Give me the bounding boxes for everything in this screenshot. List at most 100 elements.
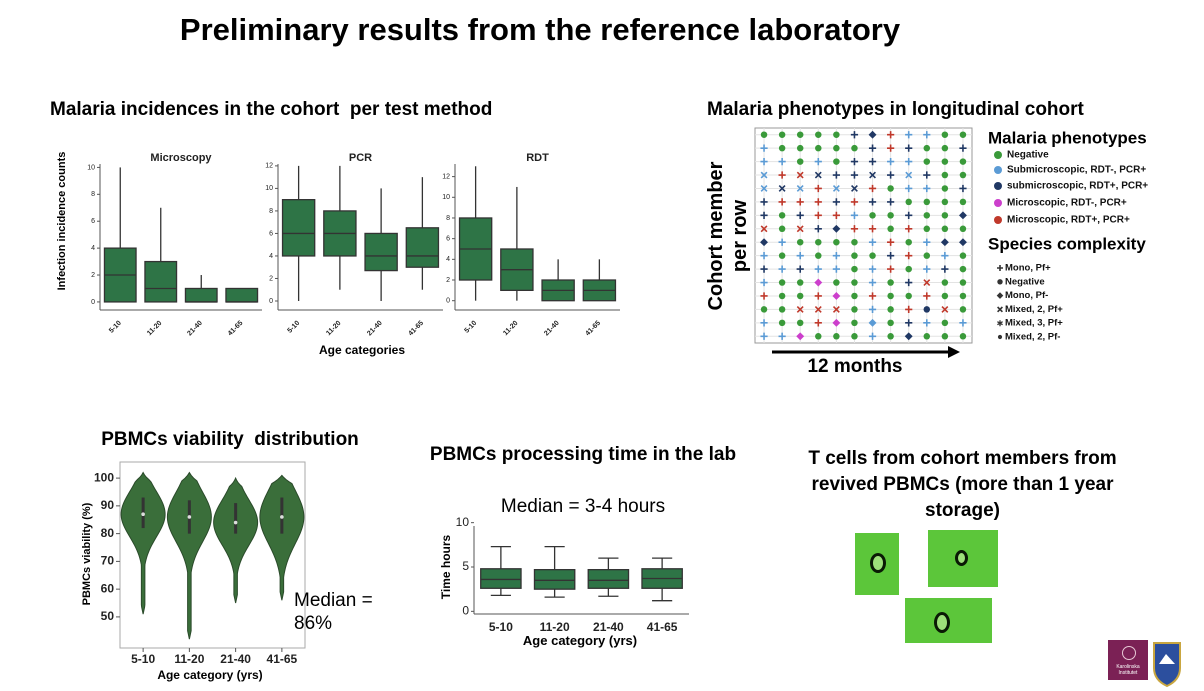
x-tick-label: 21-40	[220, 652, 251, 666]
phenotype-mark	[959, 319, 967, 327]
x-axis-label: Age category (yrs)	[522, 633, 638, 648]
box	[144, 260, 178, 303]
phenotype-mark	[815, 238, 822, 246]
phenotype-mark	[887, 185, 894, 192]
y-tick-label: 10	[265, 185, 273, 192]
phenotype-mark	[796, 185, 804, 192]
phenotype-mark	[796, 144, 804, 152]
phenotype-mark	[760, 144, 768, 152]
phenotype-mark	[832, 252, 840, 260]
phenotype-mark	[796, 279, 804, 286]
phenotype-mark	[923, 292, 931, 300]
phenotype-mark	[923, 238, 931, 246]
phenotype-mark	[778, 306, 786, 313]
phenotype-mark	[760, 292, 768, 300]
phenotype-mark	[887, 333, 894, 340]
phenotype-mark	[833, 158, 840, 165]
x-tick-label: 5-10	[463, 320, 478, 335]
cell	[955, 550, 968, 566]
x-tick-label: 11-20	[540, 620, 570, 634]
phenotype-mark	[905, 131, 913, 139]
phenotype-mark	[923, 225, 931, 233]
phenotype-mark	[851, 319, 858, 327]
phenotype-mark	[760, 238, 769, 247]
phenotype-mark	[923, 131, 931, 139]
phenotype-mark	[833, 131, 840, 138]
phenotype-mark	[905, 305, 913, 314]
y-tick-label: 90	[101, 498, 115, 512]
phenotype-mark	[959, 279, 967, 286]
legend-title: Malaria phenotypes	[988, 128, 1147, 147]
y-tick-label: 80	[101, 526, 115, 540]
legend-label: submicroscopic, RDT+, PCR+	[1007, 181, 1148, 192]
y-tick-label: 12	[265, 163, 273, 170]
phenotype-mark	[941, 212, 949, 219]
phenotype-mark	[887, 252, 895, 260]
y-axis-label: Cohort member per row	[705, 161, 751, 311]
phenotype-mark	[905, 238, 912, 246]
box	[587, 569, 630, 589]
phenotype-mark	[851, 238, 858, 246]
cell	[934, 612, 950, 633]
section-title: T cells from cohort members from revived…	[808, 448, 1117, 521]
logo-text: Karolinska Institutet	[1116, 664, 1140, 676]
phenotype-mark	[905, 278, 913, 287]
legend-label: Mixed, 2, Pf-	[1005, 332, 1060, 343]
cell-image	[928, 530, 998, 587]
phenotype-mark	[923, 333, 931, 340]
y-tick-label: 10	[87, 164, 95, 171]
box	[533, 569, 576, 590]
x-tick-label: 5-10	[286, 320, 301, 335]
violin	[259, 474, 305, 601]
y-tick-label: 10	[442, 194, 450, 201]
phenotype-mark	[778, 131, 786, 138]
y-tick-label: 8	[446, 215, 450, 222]
legend-title: Species complexity	[988, 234, 1146, 253]
phenotype-mark	[923, 265, 931, 273]
phenotype-mark	[796, 211, 804, 219]
phenotype-mark	[887, 171, 895, 179]
phenotype-mark	[851, 252, 858, 259]
x-tick-label: 21-40	[543, 320, 561, 338]
cell	[870, 553, 886, 573]
y-tick-label: 5	[462, 559, 469, 573]
y-tick-label: 4	[269, 253, 273, 260]
x-tick-label: 41-65	[267, 652, 298, 666]
matrix-frame	[754, 127, 973, 344]
phenotype-mark	[905, 252, 913, 260]
x-axis-label: Age categories	[318, 343, 406, 357]
phenotype-mark	[796, 252, 804, 260]
phenotype-mark	[941, 319, 949, 327]
phenotype-mark	[941, 144, 949, 152]
section-title: PBMCs processing time in the lab	[429, 444, 737, 465]
y-tick-label: 0	[446, 298, 450, 305]
violin-median	[187, 515, 192, 519]
x-tick-label: 11-20	[502, 320, 519, 337]
y-tick-label: 0	[91, 299, 95, 306]
phenotype-mark	[923, 279, 931, 286]
phenotype-mark	[814, 171, 822, 179]
phenotype-mark	[868, 292, 877, 300]
legend-label: Mixed, 2, Pf+	[1005, 304, 1063, 315]
y-tick-label: 0	[462, 604, 469, 618]
phenotype-mark	[815, 131, 822, 138]
phenotype-mark	[869, 252, 876, 259]
phenotype-mark	[796, 225, 804, 233]
x-tick-label: 11-20	[325, 320, 342, 337]
violin	[213, 476, 259, 604]
phenotype-mark	[778, 171, 786, 179]
y-axis-label: Infection incidence counts	[56, 151, 68, 291]
phenotype-mark	[833, 238, 840, 246]
phenotype-mark	[868, 278, 877, 287]
violin-median	[233, 520, 238, 525]
legend-marker	[997, 265, 1003, 271]
phenotype-mark	[851, 292, 858, 300]
phenotype-mark	[959, 144, 967, 152]
y-tick-label: 4	[446, 256, 450, 263]
phenotype-mark	[941, 185, 949, 192]
cell-image	[905, 598, 992, 643]
phenotype-mark	[887, 212, 894, 219]
phenotype-mark	[887, 265, 895, 273]
phenotype-mark	[868, 305, 877, 314]
slide-title: Preliminary results from the reference l…	[179, 12, 901, 47]
